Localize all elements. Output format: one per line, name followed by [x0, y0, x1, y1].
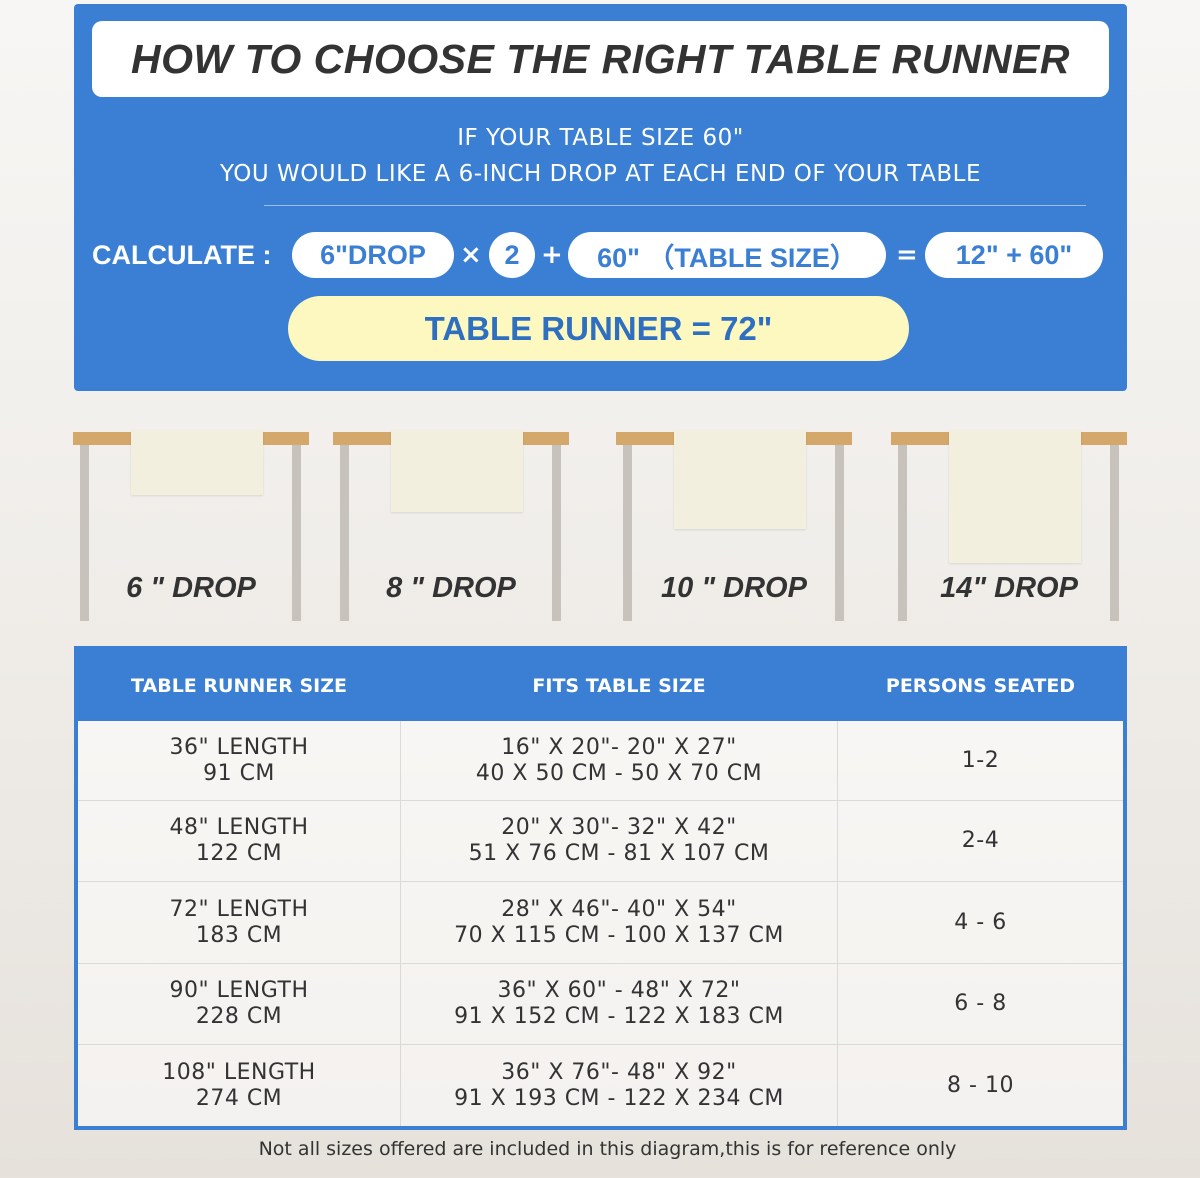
fits-table-cell: 28" X 46"- 40" X 54" 70 X 115 CM - 100 X … [400, 882, 838, 963]
plus-sign: + [541, 240, 563, 270]
fits-inches: 16" X 20"- 20" X 27" [501, 734, 737, 760]
table-leg [292, 445, 301, 621]
table-size-pill: 60" （TABLE SIZE） [568, 232, 886, 278]
fits-table-cell: 16" X 20"- 20" X 27" 40 X 50 CM - 50 X 70… [400, 721, 838, 800]
result-pill: TABLE RUNNER = 72" [288, 296, 909, 361]
fits-inches: 20" X 30"- 32" X 42" [501, 815, 737, 840]
persons-seated: 8 - 10 [947, 1072, 1014, 1098]
fits-cm: 40 X 50 CM - 50 X 70 CM [475, 760, 763, 786]
length-cm: 183 CM [195, 922, 283, 948]
table-leg [552, 445, 561, 621]
table-row: 36" LENGTH 91 CM 16" X 20"- 20" X 27" 40 X… [78, 721, 1123, 800]
drop-diagram: 14" DROP [891, 430, 1127, 622]
fits-cm: 91 X 152 CM - 122 X 183 CM [454, 1004, 784, 1029]
divider [264, 205, 1086, 206]
intro-line-2: YOU WOULD LIKE A 6-INCH DROP AT EACH END… [219, 161, 982, 187]
size-table: TABLE RUNNER SIZE FITS TABLE SIZE PERSON… [74, 646, 1127, 1130]
fits-inches: 28" X 46"- 40" X 54" [501, 896, 737, 922]
drop-diagram: 10 " DROP [616, 430, 852, 622]
table-leg [623, 445, 632, 621]
runner-size-cell: 90" LENGTH 228 CM [78, 964, 400, 1044]
sum-pill: 12" + 60" [925, 232, 1103, 278]
persons-seated: 1-2 [961, 747, 1000, 773]
length-inches: 48" LENGTH [169, 815, 309, 840]
length-inches: 108" LENGTH [162, 1059, 316, 1085]
footer-note: Not all sizes offered are included in th… [258, 1138, 957, 1160]
fits-cm: 51 X 76 CM - 81 X 107 CM [468, 841, 770, 866]
table-row: 108" LENGTH 274 CM 36" X 76"- 48" X 92" 91… [78, 1044, 1123, 1126]
length-inches: 36" LENGTH [169, 734, 309, 760]
calculation-panel: HOW TO CHOOSE THE RIGHT TABLE RUNNER IF … [74, 4, 1127, 391]
calculate-label: CALCULATE : [92, 240, 272, 270]
fits-cm: 91 X 193 CM - 122 X 234 CM [454, 1085, 784, 1111]
table-row: 90" LENGTH 228 CM 36" X 60" - 48" X 72" 91… [78, 963, 1123, 1044]
persons-seated: 4 - 6 [954, 909, 1007, 935]
length-inches: 72" LENGTH [169, 896, 309, 922]
runner-size-cell: 108" LENGTH 274 CM [78, 1045, 400, 1126]
table-leg [898, 445, 907, 621]
page-title: HOW TO CHOOSE THE RIGHT TABLE RUNNER [131, 35, 1070, 82]
drop-label: 8 " DROP [386, 572, 516, 604]
intro-line-1: IF YOUR TABLE SIZE 60" [457, 125, 744, 151]
fits-inches: 36" X 60" - 48" X 72" [497, 978, 741, 1003]
table-leg [340, 445, 349, 621]
drop-label: 6 " DROP [126, 572, 256, 604]
fits-table-cell: 20" X 30"- 32" X 42" 51 X 76 CM - 81 X 10… [400, 801, 838, 881]
persons-cell: 6 - 8 [838, 964, 1123, 1044]
table-leg [835, 445, 844, 621]
runner-size-cell: 48" LENGTH 122 CM [78, 801, 400, 881]
table-runner [391, 430, 523, 512]
table-runner [674, 430, 806, 529]
equals-sign: = [896, 240, 918, 270]
length-cm: 274 CM [195, 1085, 283, 1111]
fits-cm: 70 X 115 CM - 100 X 137 CM [454, 922, 784, 948]
drop-pill: 6"DROP [292, 232, 454, 278]
length-cm: 122 CM [195, 841, 283, 866]
persons-seated: 2-4 [961, 828, 1000, 853]
times-sign: × [460, 240, 482, 270]
header-persons-seated: PERSONS SEATED [885, 675, 1076, 697]
length-cm: 91 CM [203, 760, 275, 786]
persons-cell: 4 - 6 [838, 882, 1123, 963]
persons-seated: 6 - 8 [954, 991, 1007, 1016]
fits-inches: 36" X 76"- 48" X 92" [501, 1059, 737, 1085]
persons-cell: 2-4 [838, 801, 1123, 881]
header-fits-table-size: FITS TABLE SIZE [532, 675, 706, 697]
table-row: 72" LENGTH 183 CM 28" X 46"- 40" X 54" 70 … [78, 881, 1123, 963]
runner-size-cell: 36" LENGTH 91 CM [78, 721, 400, 800]
header-runner-size: TABLE RUNNER SIZE [131, 675, 347, 697]
calculation-row: CALCULATE : 6"DROP × 2 + 60" （TABLE SIZE… [74, 232, 1127, 280]
length-inches: 90" LENGTH [169, 978, 309, 1003]
table-runner [131, 430, 263, 495]
drop-label: 14" DROP [940, 572, 1078, 604]
fits-table-cell: 36" X 76"- 48" X 92" 91 X 193 CM - 122 X … [400, 1045, 838, 1126]
table-header: TABLE RUNNER SIZE FITS TABLE SIZE PERSON… [78, 646, 1123, 721]
drop-diagram: 6 " DROP [73, 430, 309, 622]
persons-cell: 1-2 [838, 721, 1123, 800]
fits-table-cell: 36" X 60" - 48" X 72" 91 X 152 CM - 122 X… [400, 964, 838, 1044]
runner-size-cell: 72" LENGTH 183 CM [78, 882, 400, 963]
drop-diagram: 8 " DROP [333, 430, 569, 622]
table-row: 48" LENGTH 122 CM 20" X 30"- 32" X 42" 51 … [78, 800, 1123, 881]
multiplier-pill: 2 [489, 232, 535, 278]
table-leg [1110, 445, 1119, 621]
persons-cell: 8 - 10 [838, 1045, 1123, 1126]
drop-label: 10 " DROP [661, 572, 807, 604]
title-box: HOW TO CHOOSE THE RIGHT TABLE RUNNER [92, 21, 1109, 97]
length-cm: 228 CM [195, 1004, 283, 1029]
table-leg [80, 445, 89, 621]
table-runner [949, 430, 1081, 563]
